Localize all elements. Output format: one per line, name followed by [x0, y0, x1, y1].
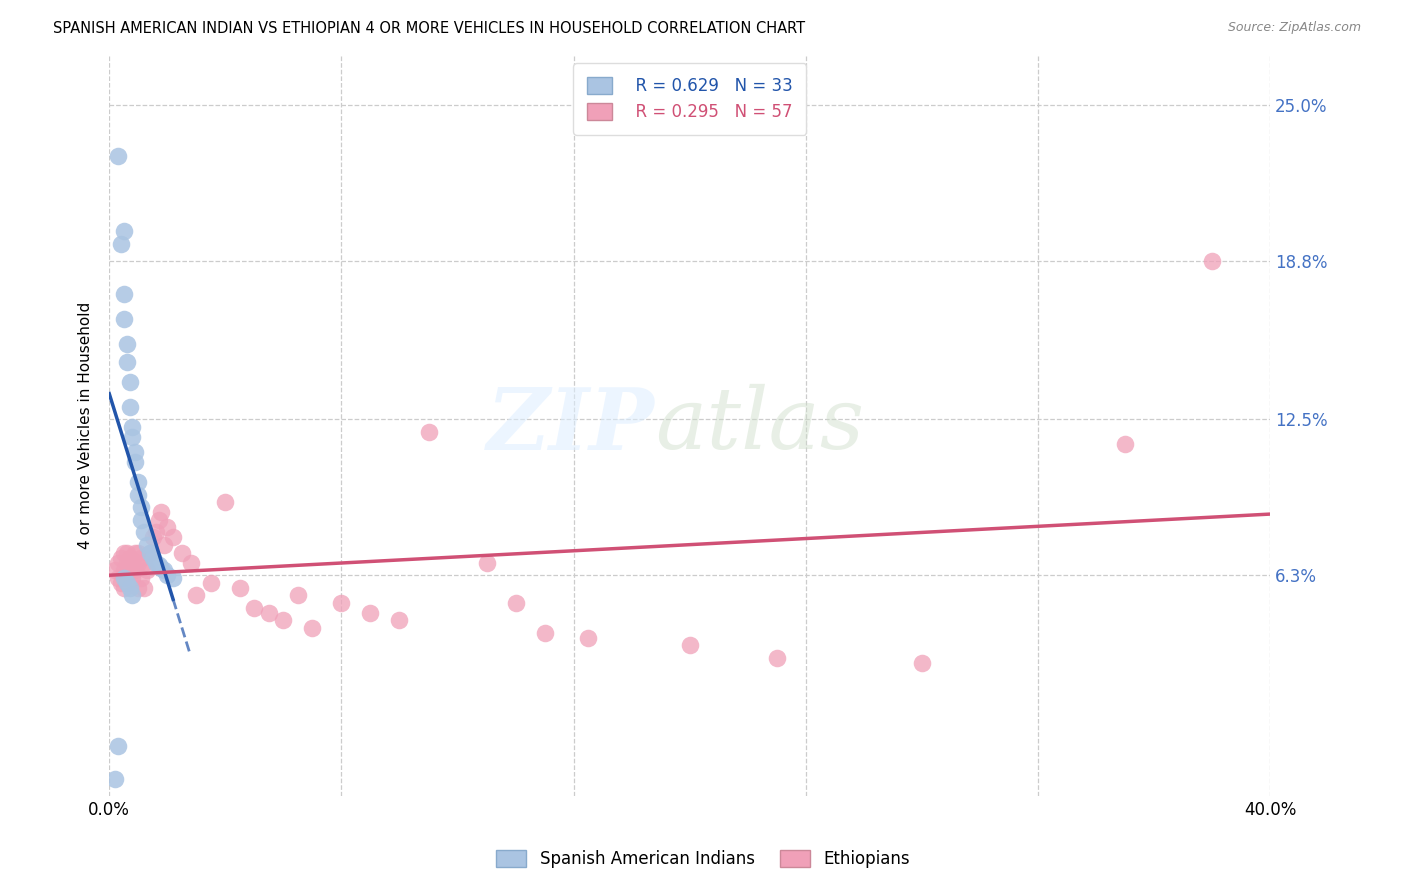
Point	[127, 581, 149, 595]
Point	[124, 563, 146, 577]
Point	[200, 575, 222, 590]
Point	[118, 563, 141, 577]
Point	[118, 550, 141, 565]
Point	[124, 455, 146, 469]
Point	[162, 571, 184, 585]
Point	[145, 556, 167, 570]
Point	[112, 563, 135, 577]
Point	[112, 286, 135, 301]
Point	[330, 596, 353, 610]
Point	[287, 588, 309, 602]
Point	[132, 581, 155, 595]
Point	[129, 513, 152, 527]
Point	[115, 354, 138, 368]
Point	[112, 571, 135, 585]
Point	[148, 558, 170, 572]
Text: atlas: atlas	[655, 384, 865, 467]
Point	[301, 621, 323, 635]
Point	[257, 606, 280, 620]
Point	[388, 613, 411, 627]
Point	[129, 550, 152, 565]
Point	[121, 430, 143, 444]
Point	[124, 545, 146, 559]
Point	[153, 538, 176, 552]
Point	[153, 563, 176, 577]
Point	[162, 531, 184, 545]
Point	[127, 556, 149, 570]
Point	[229, 581, 252, 595]
Point	[145, 525, 167, 540]
Point	[118, 581, 141, 595]
Point	[124, 445, 146, 459]
Point	[115, 337, 138, 351]
Point	[1114, 437, 1136, 451]
Point	[132, 556, 155, 570]
Point	[121, 571, 143, 585]
Point	[139, 545, 162, 559]
Point	[112, 581, 135, 595]
Point	[766, 651, 789, 665]
Point	[142, 550, 165, 565]
Point	[115, 575, 138, 590]
Point	[115, 556, 138, 570]
Point	[118, 375, 141, 389]
Legend: Spanish American Indians, Ethiopians: Spanish American Indians, Ethiopians	[489, 843, 917, 875]
Point	[132, 525, 155, 540]
Point	[127, 545, 149, 559]
Point	[170, 545, 193, 559]
Point	[142, 531, 165, 545]
Point	[136, 538, 159, 552]
Point	[110, 575, 132, 590]
Point	[273, 613, 295, 627]
Point	[118, 400, 141, 414]
Point	[107, 739, 129, 753]
Text: ZIP: ZIP	[486, 384, 655, 467]
Point	[139, 545, 162, 559]
Point	[214, 495, 236, 509]
Point	[115, 575, 138, 590]
Point	[576, 631, 599, 645]
Point	[475, 556, 498, 570]
Point	[107, 556, 129, 570]
Point	[150, 560, 173, 574]
Point	[104, 772, 127, 786]
Text: Source: ZipAtlas.com: Source: ZipAtlas.com	[1227, 21, 1361, 34]
Point	[148, 513, 170, 527]
Point	[110, 236, 132, 251]
Point	[150, 505, 173, 519]
Point	[156, 520, 179, 534]
Point	[186, 588, 208, 602]
Point	[104, 563, 127, 577]
Point	[129, 571, 152, 585]
Point	[115, 545, 138, 559]
Point	[121, 588, 143, 602]
Point	[359, 606, 381, 620]
Point	[107, 148, 129, 162]
Point	[112, 224, 135, 238]
Y-axis label: 4 or more Vehicles in Household: 4 or more Vehicles in Household	[79, 302, 93, 549]
Point	[136, 563, 159, 577]
Text: SPANISH AMERICAN INDIAN VS ETHIOPIAN 4 OR MORE VEHICLES IN HOUSEHOLD CORRELATION: SPANISH AMERICAN INDIAN VS ETHIOPIAN 4 O…	[53, 21, 806, 36]
Point	[110, 550, 132, 565]
Point	[129, 500, 152, 515]
Point	[243, 600, 266, 615]
Point	[127, 488, 149, 502]
Point	[127, 475, 149, 490]
Point	[121, 420, 143, 434]
Point	[112, 545, 135, 559]
Point	[179, 556, 201, 570]
Point	[505, 596, 527, 610]
Point	[1201, 254, 1223, 268]
Legend:   R = 0.629   N = 33,   R = 0.295   N = 57: R = 0.629 N = 33, R = 0.295 N = 57	[574, 63, 806, 135]
Point	[112, 312, 135, 326]
Point	[533, 626, 555, 640]
Point	[107, 571, 129, 585]
Point	[156, 568, 179, 582]
Point	[679, 639, 702, 653]
Point	[911, 656, 934, 670]
Point	[121, 556, 143, 570]
Point	[418, 425, 440, 439]
